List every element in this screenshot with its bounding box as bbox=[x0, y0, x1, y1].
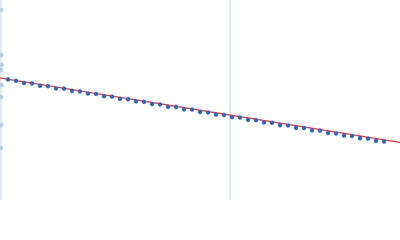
data-point bbox=[29, 81, 35, 86]
data-point bbox=[101, 94, 107, 99]
data-point bbox=[381, 139, 387, 144]
data-point bbox=[245, 117, 251, 123]
data-point bbox=[133, 99, 139, 104]
data-point bbox=[357, 136, 363, 141]
chart bbox=[0, 0, 400, 200]
data-point bbox=[13, 78, 19, 84]
data-point bbox=[269, 120, 275, 126]
data-point bbox=[317, 128, 323, 133]
data-point bbox=[253, 118, 259, 123]
data-point bbox=[0, 145, 3, 151]
data-point bbox=[149, 101, 155, 107]
data-point bbox=[0, 82, 4, 88]
points-layer bbox=[0, 7, 387, 151]
data-point bbox=[165, 104, 171, 110]
data-point bbox=[69, 88, 75, 94]
data-point bbox=[197, 109, 203, 115]
data-point bbox=[237, 115, 243, 120]
data-point bbox=[77, 89, 83, 94]
data-point bbox=[285, 123, 291, 128]
data-point bbox=[373, 138, 379, 143]
data-point bbox=[261, 120, 267, 125]
data-point bbox=[141, 99, 147, 105]
data-point bbox=[0, 122, 4, 128]
data-point bbox=[157, 102, 163, 107]
data-point bbox=[21, 80, 27, 86]
data-point bbox=[53, 86, 59, 91]
data-point bbox=[349, 133, 355, 139]
data-point bbox=[0, 62, 4, 68]
data-point bbox=[0, 52, 4, 58]
data-point bbox=[341, 133, 347, 138]
data-point bbox=[333, 131, 339, 136]
data-point bbox=[173, 104, 179, 110]
data-point bbox=[189, 107, 195, 112]
data-point bbox=[61, 86, 67, 91]
data-point bbox=[205, 110, 211, 115]
data-point bbox=[45, 84, 51, 89]
data-point bbox=[0, 7, 4, 13]
data-point bbox=[0, 67, 4, 73]
data-point bbox=[117, 96, 123, 102]
data-point bbox=[325, 130, 331, 136]
data-point bbox=[85, 91, 91, 96]
data-point bbox=[37, 83, 43, 89]
data-point bbox=[0, 94, 4, 100]
data-point bbox=[221, 112, 227, 118]
data-point bbox=[365, 136, 371, 141]
data-point bbox=[301, 125, 307, 131]
data-point bbox=[309, 128, 315, 133]
data-point bbox=[213, 112, 219, 117]
data-point bbox=[181, 107, 187, 112]
data-point bbox=[293, 125, 299, 130]
data-point bbox=[229, 115, 235, 120]
data-point bbox=[277, 123, 283, 128]
data-point bbox=[109, 94, 115, 99]
data-point bbox=[5, 77, 11, 82]
data-point bbox=[125, 97, 131, 102]
data-point bbox=[93, 91, 99, 97]
page: {"chart_data": { "type": "scatter", "xli… bbox=[0, 0, 400, 200]
